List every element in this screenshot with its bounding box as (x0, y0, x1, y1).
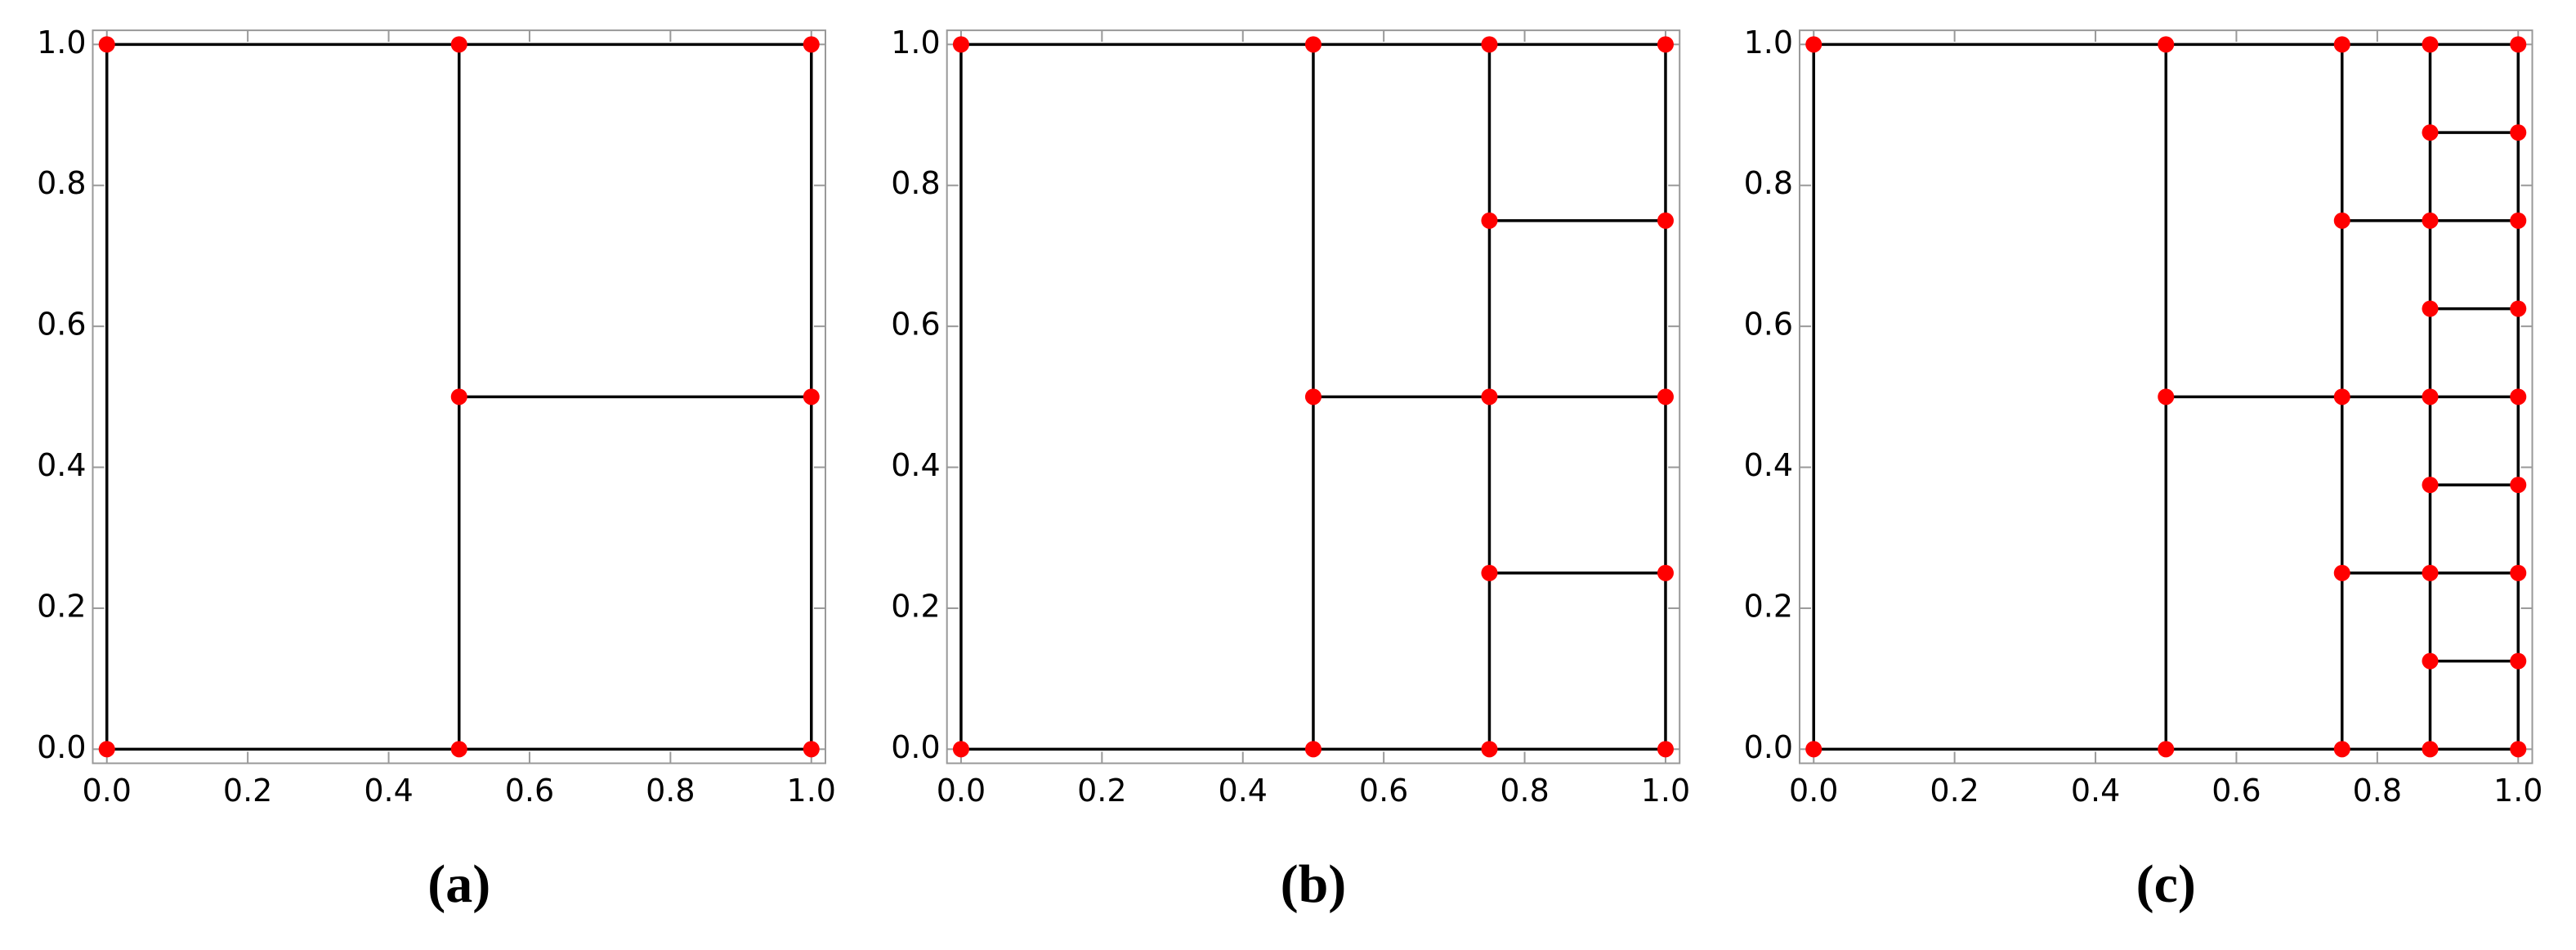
y-tick-label: 0.4 (891, 447, 940, 483)
y-tick-label: 0.2 (37, 588, 86, 624)
x-tick-label: 0.0 (937, 773, 986, 809)
mesh-node (98, 741, 115, 758)
mesh-node (1805, 36, 1822, 53)
mesh-node (2158, 741, 2175, 758)
mesh-node (2422, 564, 2439, 581)
x-tick-label: 0.2 (1077, 773, 1126, 809)
y-tick-label: 0.4 (37, 447, 86, 483)
mesh-node (2510, 36, 2527, 53)
mesh-node (1481, 212, 1498, 229)
mesh-node (2422, 477, 2439, 494)
mesh-node (1657, 388, 1674, 406)
y-tick-label: 0.2 (1744, 588, 1793, 624)
mesh-node (803, 36, 820, 53)
y-tick-label: 0.8 (37, 165, 86, 201)
mesh-node (2510, 652, 2527, 670)
mesh-node (803, 388, 820, 406)
mesh-node (450, 36, 467, 53)
y-tick-label: 0.6 (1744, 307, 1793, 343)
x-tick-label: 1.0 (1641, 773, 1690, 809)
panel-label: (c) (2136, 854, 2196, 914)
y-tick-label: 0.0 (1744, 729, 1793, 765)
x-tick-label: 0.6 (1359, 773, 1408, 809)
x-tick-label: 0.8 (1500, 773, 1549, 809)
y-tick-label: 0.4 (1744, 447, 1793, 483)
y-tick-label: 1.0 (891, 25, 940, 60)
mesh-node (2422, 36, 2439, 53)
mesh-node (2333, 36, 2350, 53)
y-tick-label: 0.6 (37, 307, 86, 343)
x-tick-label: 0.4 (2071, 773, 2120, 809)
mesh-node (2333, 564, 2350, 581)
mesh-node (1657, 212, 1674, 229)
mesh-node (2158, 36, 2175, 53)
mesh-node (98, 36, 115, 53)
mesh-node (2422, 124, 2439, 141)
mesh-node (2333, 741, 2350, 758)
mesh-node (1657, 36, 1674, 53)
y-tick-label: 1.0 (1744, 25, 1793, 60)
y-tick-label: 1.0 (37, 25, 86, 60)
mesh-node (1657, 564, 1674, 581)
y-tick-label: 0.2 (891, 588, 940, 624)
mesh-node (952, 36, 969, 53)
y-tick-label: 0.0 (37, 729, 86, 765)
y-tick-label: 0.8 (891, 165, 940, 201)
x-tick-label: 0.2 (1930, 773, 1979, 809)
mesh-node (1481, 36, 1498, 53)
panel-label: (b) (1281, 854, 1347, 914)
mesh-node (450, 741, 467, 758)
mesh-node (1304, 741, 1322, 758)
mesh-node (2333, 212, 2350, 229)
mesh-node (2510, 388, 2527, 406)
mesh-node (1481, 564, 1498, 581)
x-tick-label: 0.4 (364, 773, 413, 809)
mesh-node (2333, 388, 2350, 406)
mesh-node (1657, 741, 1674, 758)
panel-label: (a) (427, 854, 490, 914)
x-tick-label: 0.8 (646, 773, 695, 809)
mesh-node (2510, 741, 2527, 758)
mesh-node (2510, 212, 2527, 229)
mesh-node (2422, 300, 2439, 317)
mesh-node (2422, 652, 2439, 670)
x-tick-label: 0.8 (2353, 773, 2402, 809)
plot-frame (92, 29, 826, 764)
x-tick-label: 0.6 (505, 773, 554, 809)
x-tick-label: 0.4 (1219, 773, 1268, 809)
mesh-node (803, 741, 820, 758)
x-tick-label: 0.2 (223, 773, 272, 809)
plot-frame (946, 29, 1681, 764)
mesh-node (2422, 212, 2439, 229)
mesh-node (2422, 388, 2439, 406)
mesh-node (2510, 300, 2527, 317)
mesh-node (1805, 741, 1822, 758)
y-tick-label: 0.0 (891, 729, 940, 765)
mesh-node (2510, 477, 2527, 494)
x-tick-label: 1.0 (787, 773, 836, 809)
x-tick-label: 0.0 (83, 773, 132, 809)
mesh-node (1304, 36, 1322, 53)
mesh-node (2158, 388, 2175, 406)
mesh-node (2422, 741, 2439, 758)
y-tick-label: 0.8 (1744, 165, 1793, 201)
mesh-node (952, 741, 969, 758)
mesh-node (2510, 564, 2527, 581)
mesh-node (2510, 124, 2527, 141)
x-tick-label: 0.6 (2212, 773, 2261, 809)
x-tick-label: 1.0 (2493, 773, 2542, 809)
mesh-node (450, 388, 467, 406)
plot-frame (1799, 29, 2534, 764)
mesh-node (1481, 741, 1498, 758)
mesh-node (1304, 388, 1322, 406)
y-tick-label: 0.6 (891, 307, 940, 343)
mesh-node (1481, 388, 1498, 406)
x-tick-label: 0.0 (1789, 773, 1838, 809)
